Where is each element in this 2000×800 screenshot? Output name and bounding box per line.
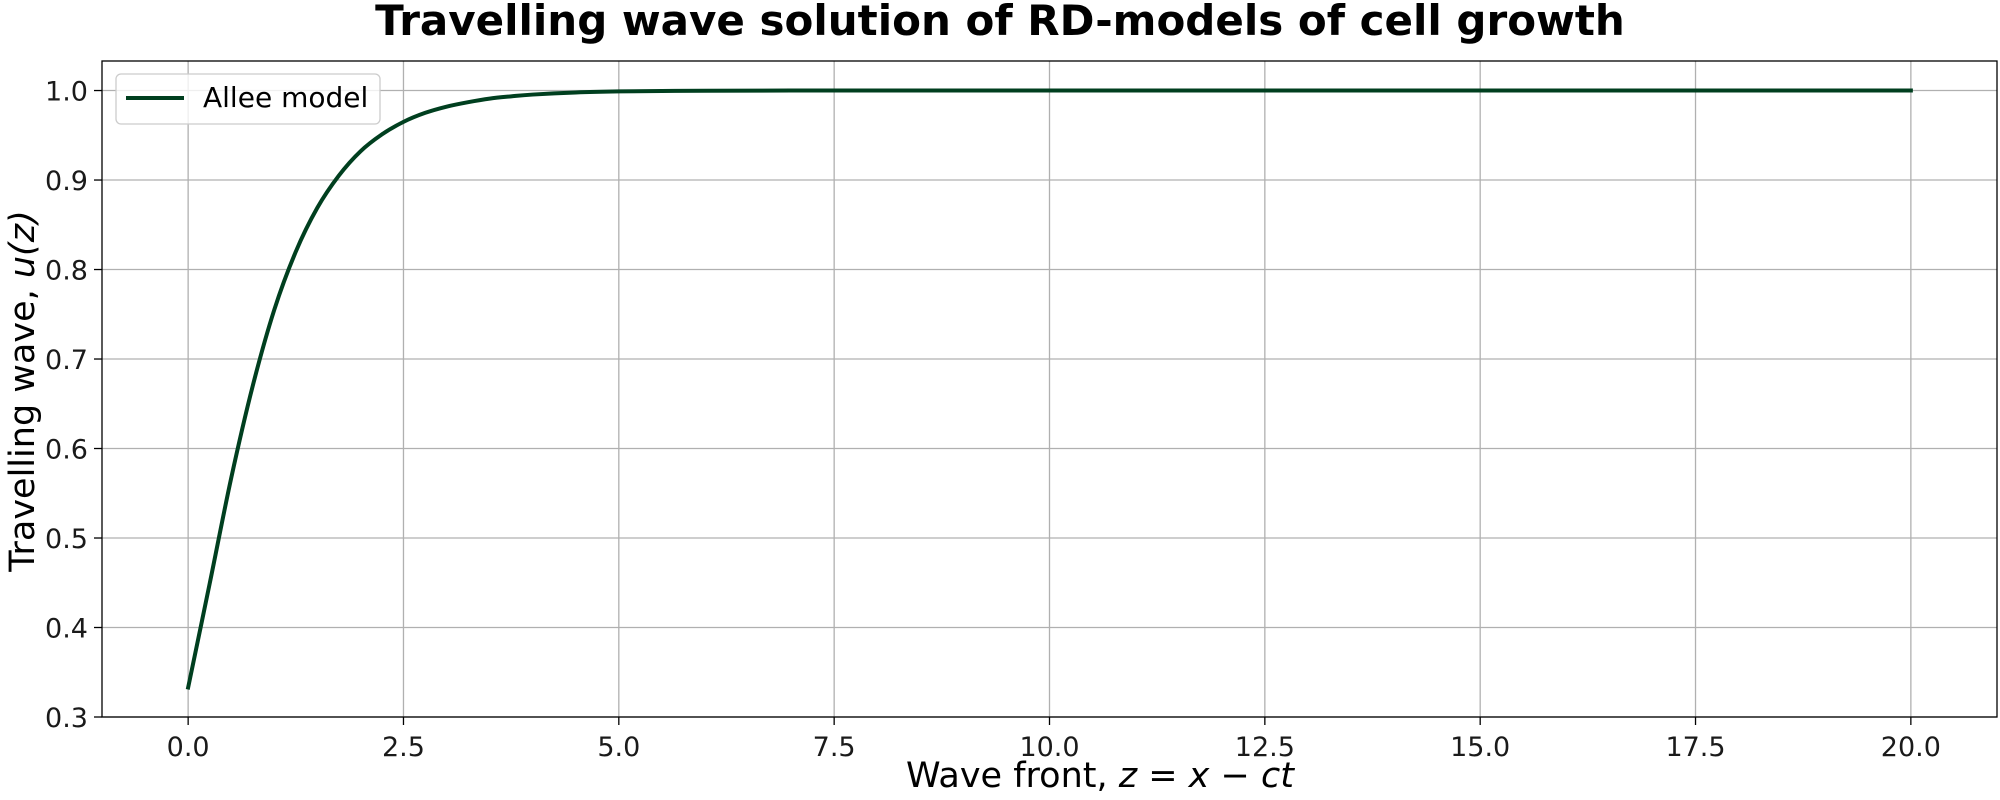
y-tick-label: 0.5 — [45, 524, 88, 555]
x-tick-label: 10.0 — [1019, 732, 1079, 763]
legend-label: Allee model — [203, 81, 368, 114]
legend-box — [115, 73, 381, 125]
x-tick-label: 20.0 — [1881, 732, 1941, 763]
plot-area — [185, 88, 1913, 690]
grid — [102, 61, 1997, 718]
x-tick-label: 12.5 — [1235, 732, 1295, 763]
legend: Allee model — [115, 73, 381, 125]
x-tick-label: 0.0 — [167, 732, 210, 763]
x-axis-label-text: Wave front, — [906, 756, 1119, 796]
x-axis-label-math: z = x − ct — [1118, 756, 1295, 796]
series-line-allee-model — [185, 88, 1913, 690]
y-tick-label: 0.8 — [45, 256, 88, 287]
x-tick-label: 17.5 — [1665, 732, 1725, 763]
y-axis-ticks: 0.3 0.4 0.5 0.6 0.7 0.8 0.9 1.0 — [45, 77, 102, 734]
y-axis-label: Travelling wave, u(z) — [3, 210, 43, 572]
x-axis-label: Wave front, z = x − ct — [906, 756, 1295, 796]
chart-title: Travelling wave solution of RD-models of… — [375, 0, 1625, 45]
x-tick-label: 5.0 — [597, 732, 640, 763]
y-tick-label: 0.7 — [45, 345, 88, 376]
y-axis-label-math: u(z) — [3, 210, 43, 278]
y-tick-label: 1.0 — [45, 77, 88, 108]
x-axis-ticks: 0.0 2.5 5.0 7.5 10.0 12.5 15.0 17.5 20.0 — [167, 717, 1941, 763]
y-tick-label: 0.4 — [45, 614, 88, 645]
x-tick-label: 2.5 — [382, 732, 425, 763]
x-tick-label: 7.5 — [813, 732, 856, 763]
x-tick-label: 15.0 — [1450, 732, 1510, 763]
y-axis-label-text: Travelling wave, — [3, 278, 43, 573]
y-tick-label: 0.3 — [45, 703, 88, 734]
y-tick-label: 0.9 — [45, 166, 88, 197]
y-tick-label: 0.6 — [45, 435, 88, 466]
